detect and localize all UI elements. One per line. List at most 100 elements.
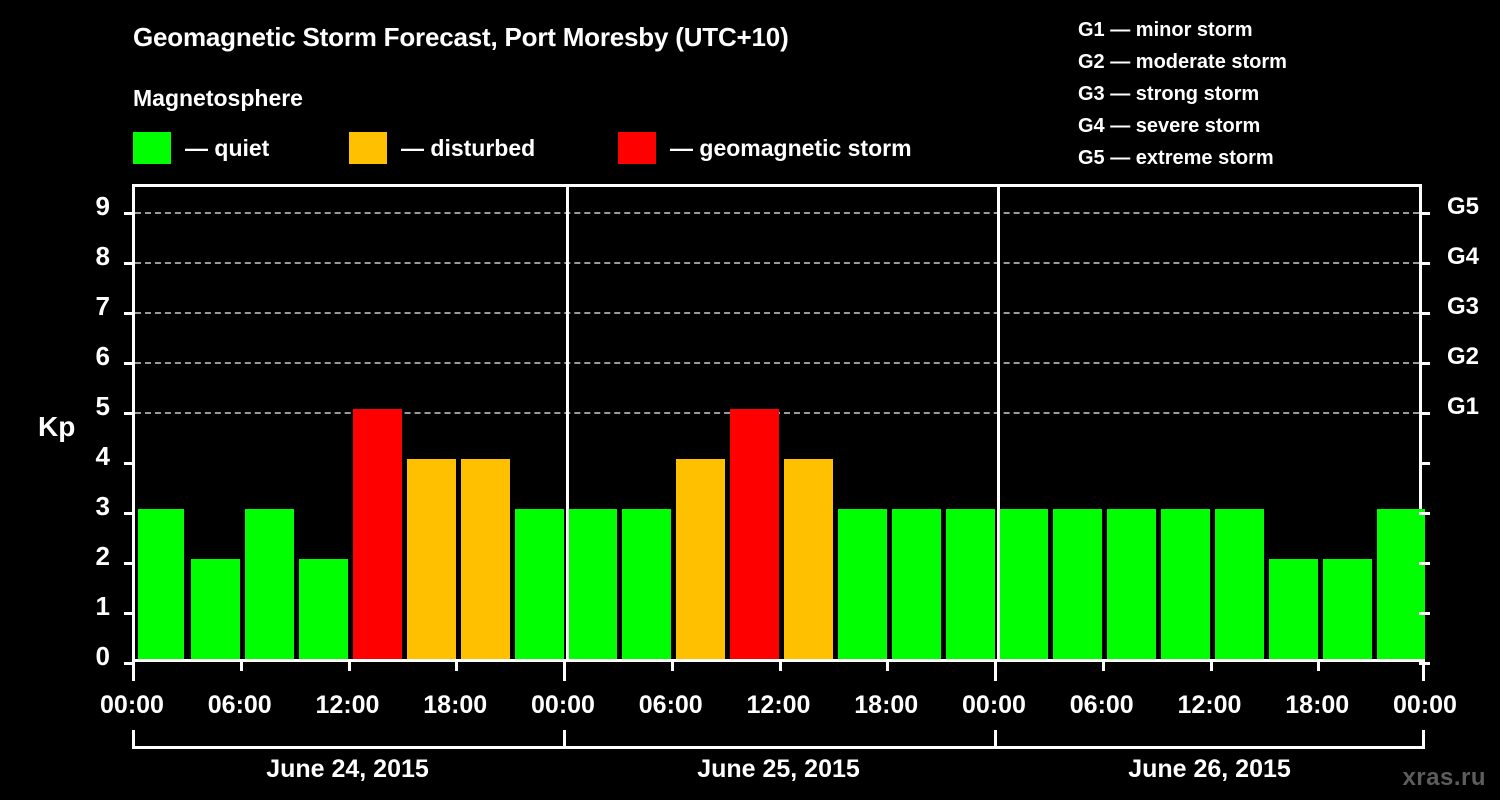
x-tick-label-7: 18:00 xyxy=(854,691,919,719)
y-tick-right-7 xyxy=(1419,312,1430,315)
bar xyxy=(406,459,456,659)
x-tick-9 xyxy=(1101,659,1105,671)
bar xyxy=(999,509,1049,659)
y-tick-label-2: 2 xyxy=(95,541,110,571)
date-label-2: June 26, 2015 xyxy=(1128,755,1291,783)
bar xyxy=(891,509,941,659)
y-tick-label-1: 1 xyxy=(95,591,110,621)
y-tick-8 xyxy=(124,262,135,265)
x-tick-label-6: 12:00 xyxy=(746,691,811,719)
x-tick-7 xyxy=(886,659,890,671)
bar xyxy=(191,559,241,659)
bar xyxy=(138,509,184,659)
x-tick-8 xyxy=(994,659,997,681)
y-tick-label-0: 0 xyxy=(95,641,110,671)
g-scale-row-5: G5 — extreme storm xyxy=(1078,147,1274,169)
x-tick-label-8: 00:00 xyxy=(962,691,1026,719)
gridline-kp-6 xyxy=(135,362,1419,364)
x-tick-label-1: 06:00 xyxy=(207,691,272,719)
x-tick-label-0: 00:00 xyxy=(100,691,164,719)
bar xyxy=(1161,509,1210,659)
date-bracket-tick-1 xyxy=(563,730,566,749)
bar xyxy=(1107,509,1157,659)
gridline-kp-9 xyxy=(135,212,1419,214)
g-scale-row-4: G4 — severe storm xyxy=(1078,115,1261,137)
day-separator-2 xyxy=(997,187,1000,662)
x-tick-label-2: 12:00 xyxy=(315,691,380,719)
x-tick-label-12: 00:00 xyxy=(1393,691,1457,719)
date-bracket-line-1 xyxy=(563,746,994,749)
storm-swatch xyxy=(618,132,656,164)
y-tick-right-2 xyxy=(1419,562,1430,565)
x-tick-label-10: 12:00 xyxy=(1177,691,1242,719)
y-tick-label-6: 6 xyxy=(95,341,110,371)
y-tick-9 xyxy=(124,212,135,215)
gridline-kp-7 xyxy=(135,312,1419,314)
x-tick-12 xyxy=(1422,659,1425,681)
date-bracket-line-0 xyxy=(132,746,563,749)
y-tick-right-6 xyxy=(1419,362,1430,365)
quiet-swatch xyxy=(133,132,171,164)
date-bracket-tick-2 xyxy=(994,730,997,749)
y-tick-right-9 xyxy=(1419,212,1430,215)
g-scale-row-3: G3 — strong storm xyxy=(1078,83,1260,105)
bar xyxy=(837,509,887,659)
y-tick-1 xyxy=(124,612,135,615)
x-tick-3 xyxy=(455,659,459,671)
x-tick-label-9: 06:00 xyxy=(1069,691,1134,719)
y-tick-label-3: 3 xyxy=(95,491,110,521)
y-tick-right-1 xyxy=(1419,612,1430,615)
g-scale-row-2: G2 — moderate storm xyxy=(1078,51,1287,73)
g-scale-legend: G1 — minor storm G2 — moderate storm G3 — … xyxy=(1078,14,1287,174)
y-tick-label-9: 9 xyxy=(95,191,110,221)
x-tick-label-4: 00:00 xyxy=(531,691,595,719)
g-scale-row-1: G1 — minor storm xyxy=(1078,19,1253,41)
bar xyxy=(730,409,779,659)
bar xyxy=(622,509,672,659)
x-tick-5 xyxy=(670,659,674,671)
x-tick-label-5: 06:00 xyxy=(638,691,703,719)
date-bracket-line-2 xyxy=(994,746,1425,749)
bar xyxy=(784,459,833,659)
y-tick-right-5 xyxy=(1419,412,1430,415)
y-right-label-G5: G5 xyxy=(1447,193,1480,220)
y-tick-label-4: 4 xyxy=(95,441,110,471)
legend-item-2: — geomagnetic storm xyxy=(618,131,912,165)
y-right-label-G3: G3 xyxy=(1447,293,1480,320)
bar xyxy=(1053,509,1103,659)
legend-item-0: — quiet xyxy=(133,131,269,165)
y-right-label-G1: G1 xyxy=(1447,393,1480,420)
x-tick-10 xyxy=(1209,659,1213,671)
date-label-0: June 24, 2015 xyxy=(266,755,429,783)
y-tick-right-8 xyxy=(1419,262,1430,265)
legend-label-1: — disturbed xyxy=(401,134,536,161)
bar xyxy=(1322,559,1372,659)
y-tick-2 xyxy=(124,562,135,565)
y-tick-3 xyxy=(124,512,135,515)
bar xyxy=(514,509,564,659)
x-tick-4 xyxy=(563,659,566,681)
y-tick-label-5: 5 xyxy=(95,391,110,421)
x-tick-label-11: 18:00 xyxy=(1285,691,1350,719)
bar xyxy=(353,409,402,659)
y-tick-6 xyxy=(124,362,135,365)
bar xyxy=(1376,509,1425,659)
y-axis-title: Kp xyxy=(38,411,76,442)
legend-item-1: — disturbed xyxy=(349,131,535,165)
y-right-label-G4: G4 xyxy=(1447,243,1480,270)
bar xyxy=(299,559,348,659)
bar xyxy=(945,509,995,659)
date-bracket-tick-0 xyxy=(132,730,135,749)
chart-subtitle: Magnetosphere xyxy=(133,85,303,111)
bar xyxy=(568,509,618,659)
bar xyxy=(676,459,726,659)
x-tick-1 xyxy=(239,659,243,671)
x-tick-0 xyxy=(132,659,135,681)
day-separator-1 xyxy=(566,187,569,662)
y-tick-right-3 xyxy=(1419,512,1430,515)
x-tick-11 xyxy=(1317,659,1321,671)
bar xyxy=(1215,509,1264,659)
date-label-1: June 25, 2015 xyxy=(697,755,860,783)
y-tick-0 xyxy=(124,662,135,665)
